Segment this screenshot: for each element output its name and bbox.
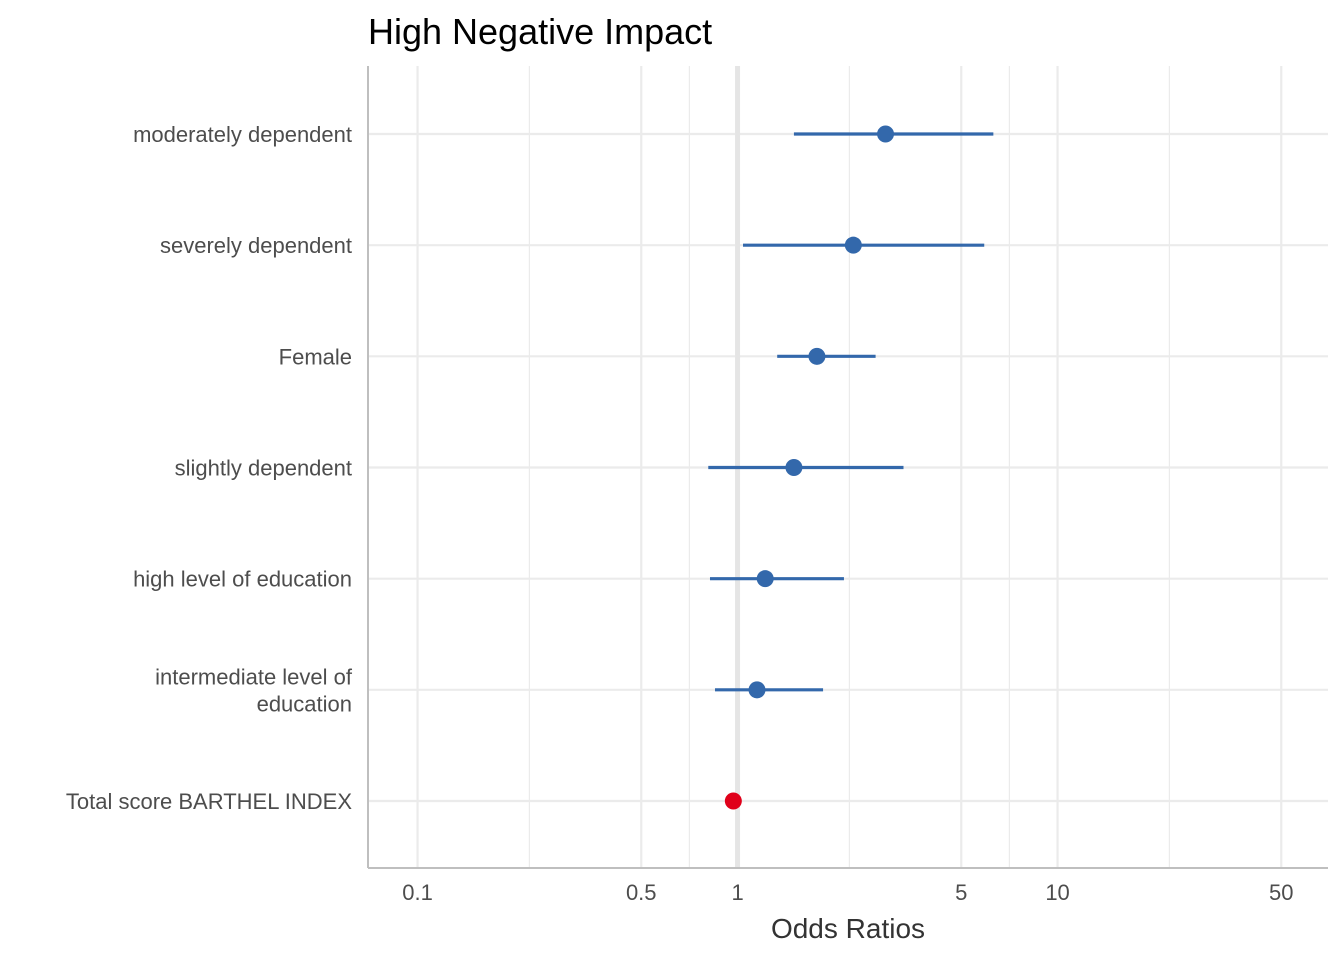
x-tick-label: 10 — [1045, 880, 1069, 905]
estimate-point — [724, 792, 742, 810]
y-axis-label: Female — [279, 344, 352, 369]
y-axis-label-line: moderately dependent — [133, 122, 352, 147]
y-axis-label-line: severely dependent — [160, 233, 352, 258]
estimate-point — [785, 459, 803, 476]
estimate-point — [748, 681, 766, 699]
y-axis-label-line: Total score BARTHEL INDEX — [66, 789, 352, 814]
axes — [367, 66, 1328, 869]
y-axis-label: intermediate level of education — [155, 664, 353, 716]
estimate-point — [756, 570, 774, 588]
y-axis-label-line: education — [257, 691, 352, 716]
estimate-point — [877, 125, 895, 143]
data-marks — [708, 125, 994, 810]
x-tick-label: 0.1 — [402, 880, 433, 905]
y-axis-labels: moderately dependent severely dependent Fe… — [66, 122, 353, 814]
estimate-point — [844, 236, 862, 254]
y-axis-label: Total score BARTHEL INDEX — [66, 789, 352, 814]
y-axis-label: severely dependent — [160, 233, 352, 258]
y-axis-label-line: intermediate level of — [155, 664, 353, 689]
x-axis-title: Odds Ratios — [771, 913, 925, 944]
x-axis-ticks: 0.1 0.5 1 5 10 50 — [402, 880, 1293, 905]
estimate-point — [808, 347, 826, 365]
x-tick-label: 1 — [731, 880, 743, 905]
y-axis-label: high level of education — [133, 567, 352, 592]
y-axis-label-line: high level of education — [133, 567, 352, 592]
y-axis-label-line: Female — [279, 344, 352, 369]
x-tick-label: 5 — [955, 880, 967, 905]
y-axis-label: slightly dependent — [175, 456, 352, 481]
x-tick-label: 0.5 — [626, 880, 657, 905]
y-axis-label-line: slightly dependent — [175, 456, 352, 481]
y-axis-label: moderately dependent — [133, 122, 352, 147]
x-tick-label: 50 — [1269, 880, 1293, 905]
chart-title: High Negative Impact — [368, 11, 712, 52]
